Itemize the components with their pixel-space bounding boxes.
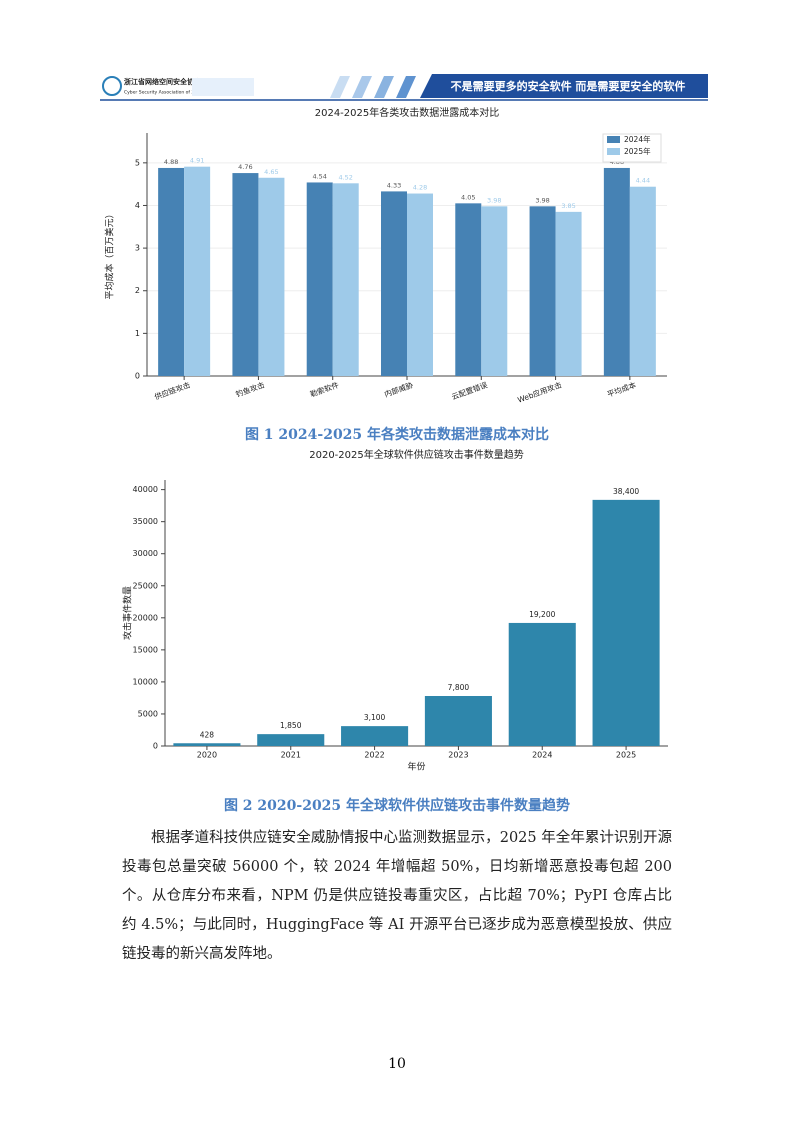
value-label: 4.91: [190, 157, 204, 165]
value-label: 4.65: [264, 168, 278, 176]
bar: [332, 183, 359, 376]
bar: [508, 622, 576, 746]
org-name: 浙江省网络空间安全协会: [124, 77, 202, 86]
x-axis-label: 年份: [407, 761, 425, 773]
value-label: 1,850: [280, 721, 302, 730]
y-tick-label: 25000: [133, 581, 158, 590]
value-label: 7,800: [448, 683, 470, 692]
x-tick-label: 2020: [197, 751, 217, 760]
figure-caption: 图 2 2020-2025 年全球软件供应链攻击事件数量趋势: [223, 798, 571, 814]
value-label: 4.28: [413, 184, 427, 192]
value-label: 4.54: [312, 172, 326, 180]
header-stripes: [330, 76, 416, 98]
partner-logo: [192, 78, 254, 96]
y-tick-label: 20000: [133, 613, 158, 622]
bar: [306, 182, 333, 376]
value-label: 428: [200, 730, 215, 739]
bar: [407, 193, 433, 376]
value-label: 19,200: [529, 610, 555, 619]
bar: [341, 726, 409, 746]
bar: [173, 743, 241, 746]
x-tick-label: 内部威胁: [383, 379, 415, 399]
logo: [102, 76, 122, 96]
bar: [603, 167, 630, 376]
value-label: 4.44: [636, 177, 650, 185]
value-label: 38,400: [613, 487, 639, 496]
bar: [257, 734, 325, 746]
x-tick-label: 供应链攻击: [153, 379, 192, 401]
bar: [455, 203, 482, 376]
y-axis-label: 攻击事件数量: [122, 586, 134, 640]
value-label: 4.76: [238, 163, 252, 171]
legend-swatch: [607, 136, 620, 143]
x-tick-label: Web应用攻击: [516, 379, 563, 404]
value-label: 3.98: [487, 196, 501, 204]
bar: [424, 696, 492, 746]
bar: [629, 186, 656, 376]
y-tick-label: 1: [135, 329, 140, 338]
value-label: 4.05: [461, 193, 475, 201]
y-tick-label: 0: [153, 742, 158, 751]
chart-title: 2020-2025年全球软件供应链攻击事件数量趋势: [309, 448, 524, 461]
legend-label: 2024年: [624, 134, 651, 144]
value-label: 4.52: [338, 173, 352, 181]
x-tick-label: 云配置错误: [450, 379, 489, 401]
y-tick-label: 3: [135, 244, 140, 253]
y-tick-label: 2: [135, 286, 140, 295]
body-paragraph: 根据孝道科技供应链安全威胁情报中心监测数据显示，2025 年全年累计识别开源投毒…: [122, 830, 672, 962]
value-label: 4.88: [164, 158, 178, 166]
value-label: 3,100: [364, 713, 386, 722]
org-name-en: Cyber Security Association of Zhejiang: [124, 90, 211, 96]
x-tick-label: 2025: [616, 751, 636, 760]
bar: [381, 191, 407, 376]
bar: [592, 499, 660, 746]
x-tick-label: 2022: [364, 751, 384, 760]
x-tick-label: 2023: [448, 751, 468, 760]
slogan: 不是需要更多的安全软件 而是需要更安全的软件: [451, 79, 686, 93]
y-tick-label: 30000: [133, 549, 158, 558]
bar: [481, 206, 508, 376]
x-tick-label: 2024: [532, 751, 552, 760]
page-number: 10: [388, 1056, 406, 1072]
y-tick-label: 0: [135, 372, 140, 381]
x-tick-label: 钓鱼攻击: [234, 379, 266, 399]
y-tick-label: 5000: [138, 709, 158, 718]
figure-caption: 图 1 2024-2025 年各类攻击数据泄露成本对比: [244, 427, 550, 443]
chart-title: 2024-2025年各类攻击数据泄露成本对比: [315, 106, 500, 119]
bar: [158, 167, 185, 376]
bar: [184, 166, 211, 376]
y-tick-label: 5: [135, 158, 140, 167]
slogan-banner: [420, 74, 708, 98]
value-label: 3.98: [535, 196, 549, 204]
y-tick-label: 4: [135, 201, 140, 210]
bar: [555, 211, 582, 376]
legend-swatch: [607, 148, 620, 155]
x-tick-label: 2021: [281, 751, 301, 760]
value-label: 4.33: [387, 181, 401, 189]
x-tick-label: 平均成本: [606, 379, 638, 399]
y-tick-label: 35000: [133, 517, 158, 526]
legend-label: 2025年: [624, 146, 651, 156]
y-tick-label: 15000: [133, 645, 158, 654]
y-tick-label: 10000: [133, 677, 158, 686]
bar: [232, 173, 259, 376]
x-tick-label: 勒索软件: [308, 379, 340, 399]
y-tick-label: 40000: [133, 485, 158, 494]
value-label: 3.85: [561, 202, 575, 210]
bar: [258, 177, 285, 376]
y-axis-label: 平均成本（百万美元）: [104, 209, 116, 299]
bar: [529, 206, 556, 376]
